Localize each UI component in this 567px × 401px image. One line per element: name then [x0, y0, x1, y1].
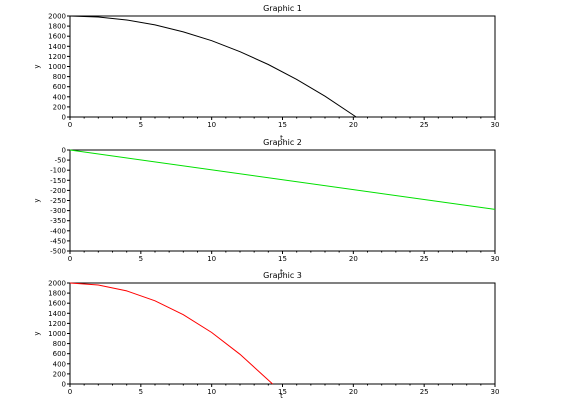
- y-tick-label: 1800: [48, 290, 66, 298]
- x-tick-label: 0: [68, 255, 72, 263]
- series-line-1: [69, 15, 357, 118]
- y-tick-label: 1400: [48, 310, 66, 318]
- y-tick-label: 0: [62, 147, 66, 155]
- x-axis-label: t: [280, 392, 283, 400]
- plot-area-1: [69, 15, 496, 118]
- x-tick-label: 15: [278, 121, 287, 129]
- y-tick-label: 1600: [48, 33, 66, 41]
- x-tick-label: 5: [139, 255, 143, 263]
- x-tick-label: 25: [420, 121, 429, 129]
- y-tick-label: 200: [53, 370, 66, 378]
- y-tick-label: 2000: [48, 280, 66, 288]
- y-tick-label: 1000: [48, 330, 66, 338]
- chart-2: Graphic 20 5 10 15 20 25 30-500-450-400-350-30…: [33, 138, 499, 276]
- y-tick-label: 400: [53, 360, 66, 368]
- x-tick-label: 15: [278, 255, 287, 263]
- y-tick-label: 1400: [48, 43, 66, 51]
- y-tick-label: 600: [53, 83, 66, 91]
- y-tick-label: -150: [50, 177, 66, 185]
- chart-title-2: Graphic 2: [263, 138, 302, 147]
- plot-area-3: [69, 282, 496, 385]
- chart-3: Graphic 3 0 5 10 15 20 25 30 0 200 400 600 800 1000 12…: [33, 271, 499, 400]
- y-tick-label: -500: [50, 248, 66, 256]
- x-tick-label: 15: [278, 388, 287, 396]
- x-axis-label: t: [280, 268, 283, 276]
- x-tick-label: 5: [139, 121, 143, 129]
- y-tick-label: 1800: [48, 23, 66, 31]
- y-tick-label: -350: [50, 217, 66, 225]
- y-tick-label: 1000: [48, 63, 66, 71]
- x-tick-label: 30: [491, 388, 500, 396]
- y-tick-label: 1200: [48, 53, 66, 61]
- x-tick-label: 10: [207, 121, 216, 129]
- y-tick-label: 1600: [48, 300, 66, 308]
- y-tick-label: 0: [62, 114, 66, 122]
- y-axis-label: y: [33, 64, 41, 68]
- x-tick-label: 0: [68, 388, 72, 396]
- y-tick-label: 200: [53, 103, 66, 111]
- x-tick-label: 30: [491, 255, 500, 263]
- y-tick-label: 0: [62, 381, 66, 389]
- y-tick-label: -50: [55, 157, 66, 165]
- y-tick-label: 800: [53, 73, 66, 81]
- x-axis-label: t: [280, 134, 283, 142]
- y-tick-label: 800: [53, 340, 66, 348]
- y-tick-label: 600: [53, 350, 66, 358]
- x-tick-label: 10: [207, 388, 216, 396]
- x-tick-label: 30: [491, 121, 500, 129]
- x-tick-label: 25: [420, 255, 429, 263]
- y-tick-label: -400: [50, 227, 66, 235]
- x-tick-label: 0: [68, 121, 72, 129]
- chart-title-1: Graphic 1: [263, 4, 302, 13]
- x-tick-label: 25: [420, 388, 429, 396]
- y-axis-label: y: [33, 331, 41, 335]
- chart-title-3: Graphic 3: [263, 271, 302, 280]
- y-tick-label: -200: [50, 187, 66, 195]
- x-tick-label: 10: [207, 255, 216, 263]
- y-tick-label: 2000: [48, 13, 66, 21]
- y-tick-label: -300: [50, 207, 66, 215]
- x-tick-label: 20: [349, 388, 358, 396]
- plot-area-2: [69, 149, 496, 252]
- x-tick-label: 20: [349, 121, 358, 129]
- y-tick-label: 1200: [48, 320, 66, 328]
- x-tick-label: 5: [139, 388, 143, 396]
- series-line-2: [69, 149, 496, 210]
- y-tick-label: -450: [50, 237, 66, 245]
- x-tick-label: 20: [349, 255, 358, 263]
- y-tick-label: 400: [53, 93, 66, 101]
- y-tick-label: -250: [50, 197, 66, 205]
- series-line-3: [69, 282, 273, 385]
- y-tick-label: -100: [50, 167, 66, 175]
- y-axis-label: y: [33, 198, 41, 202]
- chart-1: Graphic 1 0 5 10 15 20 25 30 0 200 400 600 800 1000 12…: [33, 4, 499, 142]
